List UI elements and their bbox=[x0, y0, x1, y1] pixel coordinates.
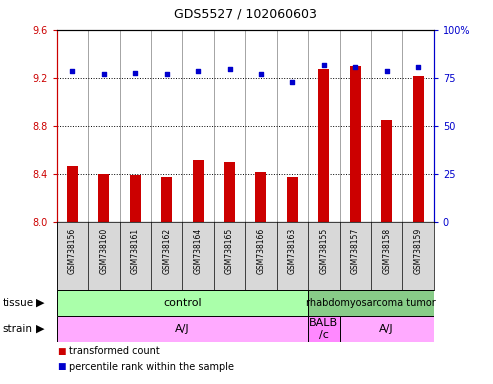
Text: GSM738156: GSM738156 bbox=[68, 228, 77, 274]
Text: GSM738157: GSM738157 bbox=[351, 228, 360, 274]
Text: A/J: A/J bbox=[380, 324, 394, 334]
Bar bbox=[340, 316, 434, 342]
Text: GSM738166: GSM738166 bbox=[256, 228, 266, 274]
Bar bbox=[67, 166, 78, 222]
Point bbox=[383, 68, 390, 74]
Text: GSM738158: GSM738158 bbox=[382, 228, 391, 274]
Point bbox=[226, 66, 234, 72]
Bar bbox=[318, 69, 329, 222]
Text: percentile rank within the sample: percentile rank within the sample bbox=[69, 362, 234, 372]
Text: BALB
/c: BALB /c bbox=[309, 318, 338, 339]
Point bbox=[194, 68, 202, 74]
Point bbox=[414, 64, 422, 70]
Text: control: control bbox=[163, 298, 202, 308]
Text: GSM738160: GSM738160 bbox=[99, 228, 108, 274]
Point bbox=[69, 68, 76, 74]
Point bbox=[131, 70, 139, 76]
Bar bbox=[308, 290, 434, 316]
Point bbox=[163, 71, 171, 78]
Bar bbox=[193, 160, 204, 222]
Text: transformed count: transformed count bbox=[69, 346, 160, 356]
Bar bbox=[98, 174, 109, 222]
Text: tissue: tissue bbox=[2, 298, 34, 308]
Point bbox=[288, 79, 296, 85]
Bar bbox=[57, 316, 308, 342]
Text: GSM738163: GSM738163 bbox=[288, 228, 297, 274]
Text: GSM738164: GSM738164 bbox=[194, 228, 203, 274]
Bar bbox=[57, 290, 308, 316]
Text: GSM738155: GSM738155 bbox=[319, 228, 328, 274]
Bar bbox=[381, 120, 392, 222]
Bar bbox=[130, 175, 141, 222]
Point bbox=[352, 64, 359, 70]
Bar bbox=[224, 162, 235, 222]
Bar bbox=[255, 172, 267, 222]
Text: GDS5527 / 102060603: GDS5527 / 102060603 bbox=[174, 8, 317, 21]
Text: strain: strain bbox=[2, 324, 33, 334]
Text: ■: ■ bbox=[57, 362, 65, 371]
Text: GSM738165: GSM738165 bbox=[225, 228, 234, 274]
Bar bbox=[350, 66, 361, 222]
Text: GSM738159: GSM738159 bbox=[414, 228, 423, 274]
Text: ■: ■ bbox=[57, 347, 65, 356]
Point bbox=[100, 71, 108, 78]
Point bbox=[257, 71, 265, 78]
Text: A/J: A/J bbox=[175, 324, 190, 334]
Bar bbox=[287, 177, 298, 222]
Bar bbox=[161, 177, 172, 222]
Text: GSM738161: GSM738161 bbox=[131, 228, 140, 274]
Text: ▶: ▶ bbox=[36, 324, 45, 334]
Text: ▶: ▶ bbox=[36, 298, 45, 308]
Bar bbox=[413, 76, 423, 222]
Text: GSM738162: GSM738162 bbox=[162, 228, 171, 274]
Point bbox=[320, 62, 328, 68]
Bar bbox=[308, 316, 340, 342]
Text: rhabdomyosarcoma tumor: rhabdomyosarcoma tumor bbox=[306, 298, 436, 308]
